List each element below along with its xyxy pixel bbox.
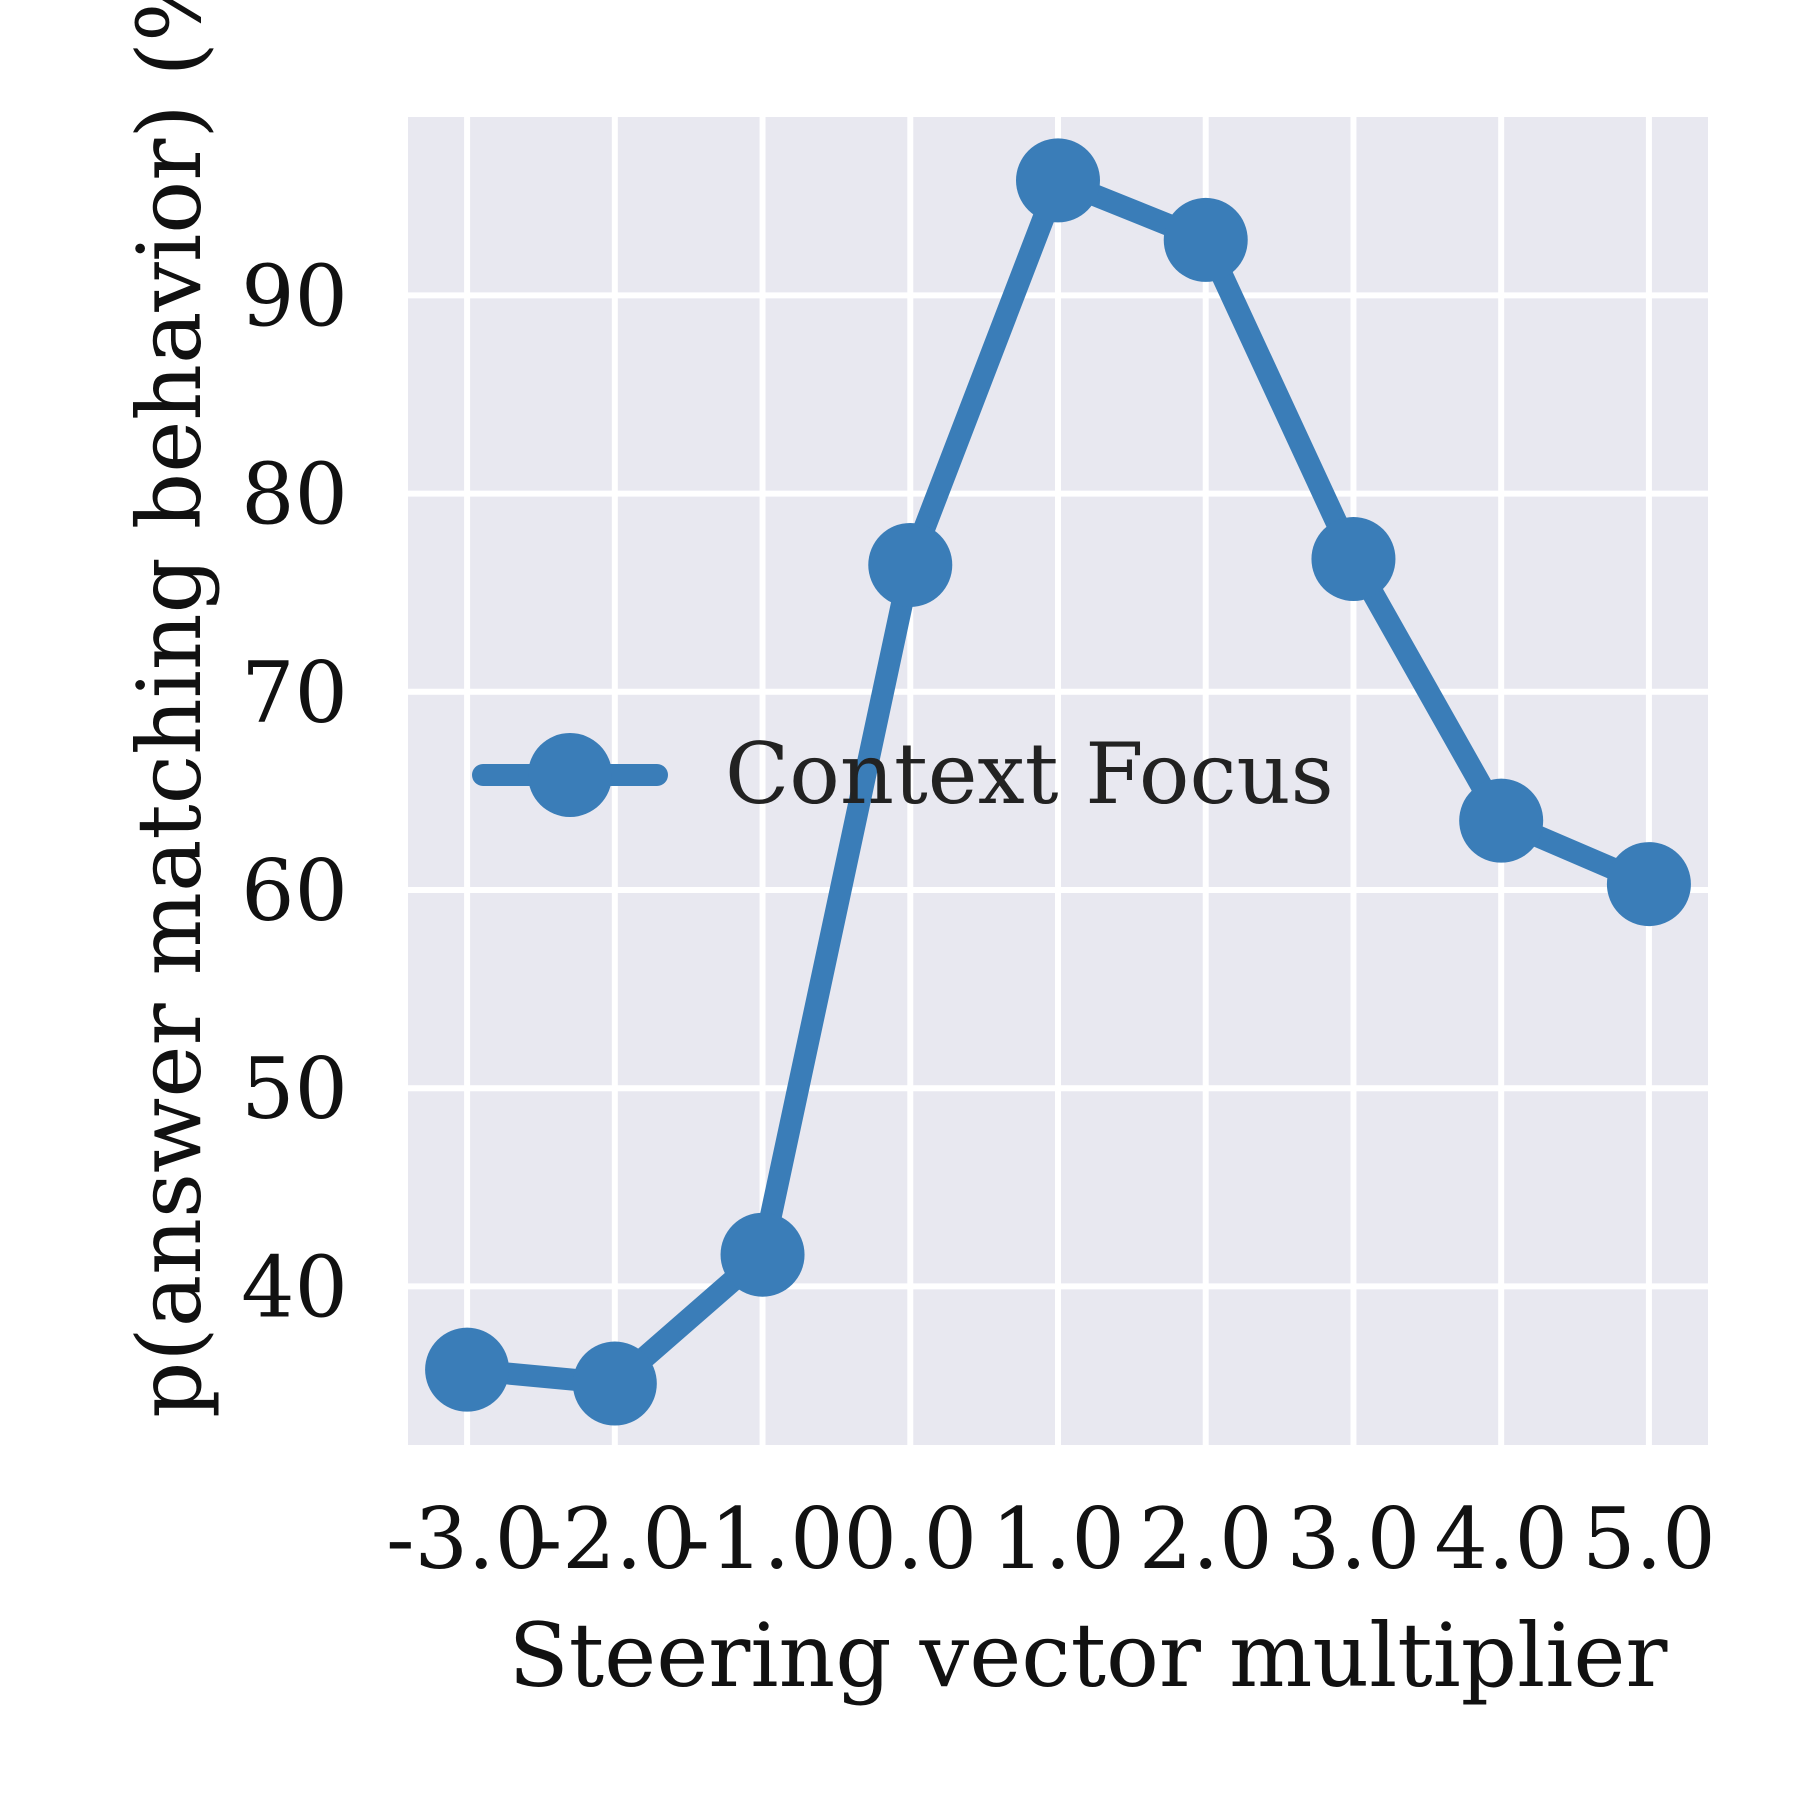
data-point — [720, 1212, 805, 1297]
series-layer — [425, 138, 1691, 1426]
data-point — [1459, 778, 1544, 863]
y-gridlines — [408, 292, 1708, 1290]
y-tick-label: 70 — [241, 644, 348, 742]
y-tick-label: 90 — [241, 247, 348, 345]
x-tick-label: 4.0 — [1434, 1490, 1568, 1588]
x-tick-labels: -3.0-2.0-1.0 0.0 1.0 2.0 3.0 4.0 5.0 — [386, 1490, 1716, 1588]
x-tick-label: 5.0 — [1582, 1490, 1716, 1588]
x-tick-label: 1.0 — [991, 1490, 1125, 1588]
x-tick-label: -3.0 — [386, 1490, 548, 1588]
y-tick-labels: 40 50 60 70 80 90 — [241, 247, 348, 1336]
legend: Context Focus — [472, 725, 1334, 823]
x-tick-label: -2.0 — [534, 1490, 696, 1588]
legend-label-context-focus: Context Focus — [725, 725, 1334, 823]
data-point — [868, 522, 953, 607]
data-point — [1016, 138, 1100, 223]
y-axis-title: p(answer matching behavior) (%) — [118, 0, 221, 1418]
data-point — [572, 1341, 657, 1426]
x-tick-label: 2.0 — [1139, 1490, 1273, 1588]
data-point — [1163, 197, 1248, 282]
data-point — [425, 1327, 510, 1412]
y-tick-label: 50 — [241, 1040, 348, 1138]
x-axis-title: Steering vector multiplier — [509, 1604, 1669, 1707]
y-tick-label: 40 — [241, 1238, 348, 1336]
data-point — [1606, 842, 1691, 927]
data-point — [1311, 517, 1396, 602]
x-tick-label: 0.0 — [843, 1490, 977, 1588]
legend-marker-context-focus — [528, 733, 612, 817]
y-tick-label: 80 — [241, 446, 348, 544]
x-tick-label: 3.0 — [1287, 1490, 1421, 1588]
y-tick-label: 60 — [241, 842, 348, 940]
x-tick-label: -1.0 — [682, 1490, 844, 1588]
